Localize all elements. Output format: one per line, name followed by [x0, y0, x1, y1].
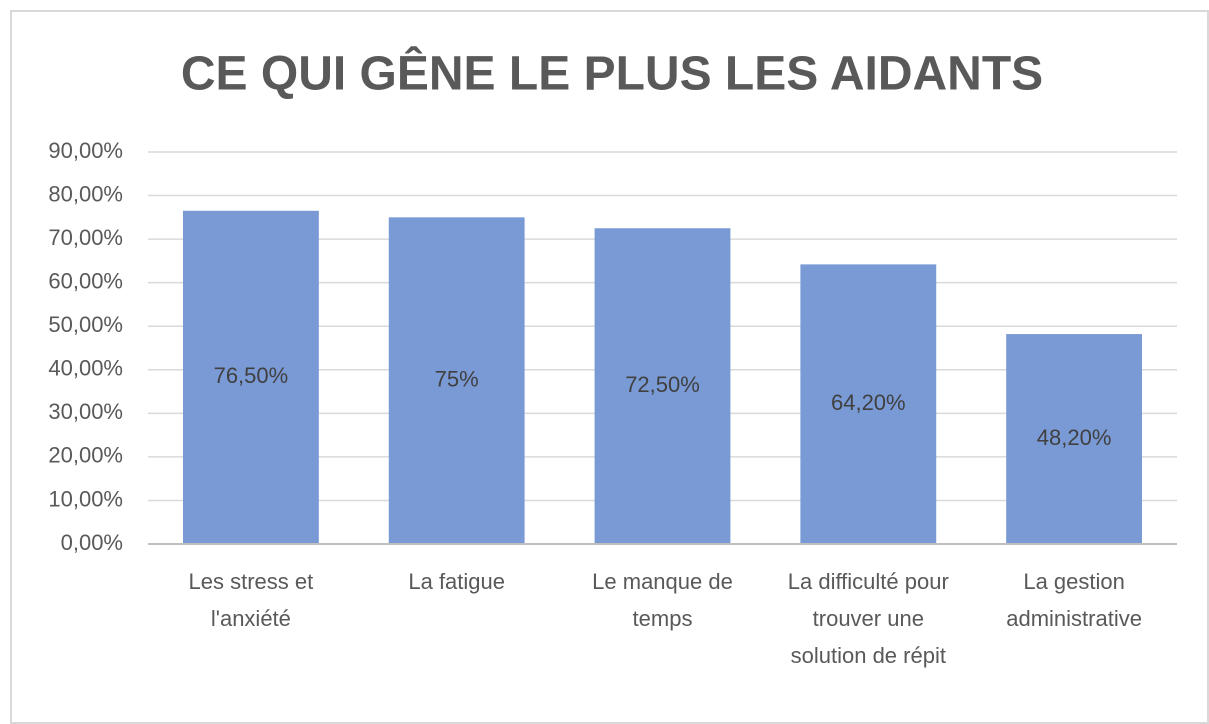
bar: [182, 210, 319, 545]
data-label: 64,20%: [831, 390, 906, 415]
y-tick-label: 60,00%: [48, 268, 123, 293]
data-label: 75%: [435, 366, 479, 391]
x-tick-label: La difficulté pour trouver une solution …: [787, 569, 949, 668]
data-label: 48,20%: [1037, 425, 1112, 450]
x-tick-label: Le manque de temps: [592, 569, 733, 631]
y-tick-label: 90,00%: [48, 138, 123, 163]
y-tick-label: 40,00%: [48, 356, 123, 381]
bar: [594, 228, 731, 544]
chart-title: CE QUI GÊNE LE PLUS LES AIDANTS: [181, 46, 1043, 101]
y-tick-label: 70,00%: [48, 225, 123, 250]
bar: [1006, 334, 1143, 544]
y-tick-label: 30,00%: [48, 399, 123, 424]
y-tick-label: 80,00%: [48, 181, 123, 206]
data-label: 72,50%: [625, 372, 700, 397]
x-tick-label: Les stress et l'anxiété: [188, 569, 314, 631]
bar: [800, 264, 937, 544]
y-tick-label: 0,00%: [61, 530, 123, 555]
y-tick-label: 10,00%: [48, 486, 123, 511]
y-tick-label: 50,00%: [48, 312, 123, 337]
x-tick-label: La fatigue: [408, 569, 505, 594]
bar: [388, 217, 525, 545]
x-tick-label: La gestion administrative: [1006, 569, 1142, 631]
y-tick-label: 20,00%: [48, 443, 123, 468]
data-label: 76,50%: [214, 363, 289, 388]
